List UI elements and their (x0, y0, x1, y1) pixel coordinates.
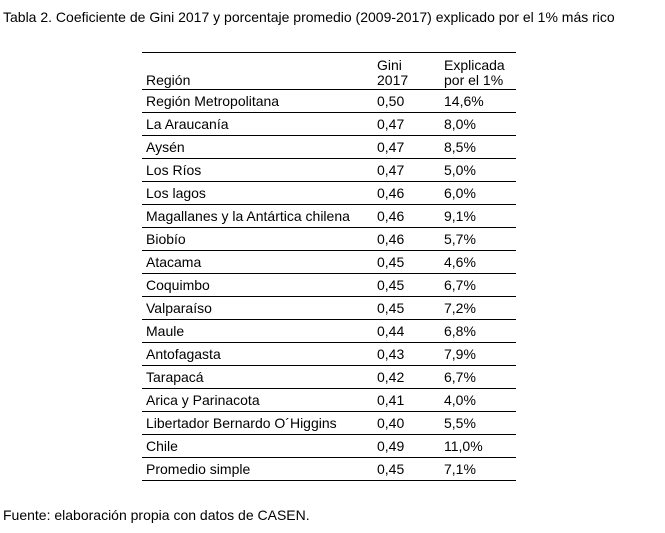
cell-gini: 0,46 (373, 204, 440, 228)
cell-region: Magallanes y la Antártica chilena (142, 204, 373, 228)
header-row: Región Gini 2017 Explicada por el 1% (142, 52, 516, 90)
cell-region: Libertador Bernardo O´Higgins (142, 411, 373, 435)
cell-region: La Araucanía (142, 112, 373, 136)
cell-region: Arica y Parinacota (142, 388, 373, 412)
cell-gini: 0,43 (373, 342, 440, 366)
table-row: Maule 0,44 6,8% (142, 319, 516, 343)
table-row: Promedio simple 0,45 7,1% (142, 457, 516, 481)
cell-gini: 0,45 (373, 273, 440, 297)
cell-gini: 0,44 (373, 319, 440, 343)
cell-explicada: 11,0% (440, 434, 516, 458)
source-note: Fuente: elaboración propia con datos de … (3, 507, 310, 523)
cell-explicada: 5,7% (440, 227, 516, 251)
cell-gini: 0,47 (373, 135, 440, 159)
table-row: Antofagasta 0,43 7,9% (142, 342, 516, 366)
table-row: Valparaíso 0,45 7,2% (142, 296, 516, 320)
cell-region: Región Metropolitana (142, 89, 373, 113)
table-caption: Tabla 2. Coeficiente de Gini 2017 y porc… (3, 9, 615, 25)
table-row: La Araucanía 0,47 8,0% (142, 112, 516, 136)
cell-region: Promedio simple (142, 457, 373, 481)
gini-table: Región Gini 2017 Explicada por el 1% Reg… (142, 52, 516, 481)
cell-gini: 0,45 (373, 457, 440, 481)
cell-gini: 0,45 (373, 250, 440, 274)
cell-explicada: 7,2% (440, 296, 516, 320)
table-body: Región Metropolitana 0,50 14,6% La Araucaní… (142, 89, 516, 481)
cell-explicada: 6,8% (440, 319, 516, 343)
table-row: Coquimbo 0,45 6,7% (142, 273, 516, 297)
cell-region: Tarapacá (142, 365, 373, 389)
cell-explicada: 4,0% (440, 388, 516, 412)
cell-region: Atacama (142, 250, 373, 274)
cell-explicada: 9,1% (440, 204, 516, 228)
table-row: Biobío 0,46 5,7% (142, 227, 516, 251)
cell-region: Antofagasta (142, 342, 373, 366)
cell-gini: 0,40 (373, 411, 440, 435)
header-explicada-line2: por el 1% (444, 72, 504, 88)
header-explicada-line1: Explicada (444, 57, 505, 73)
header-gini-line1: Gini (377, 57, 402, 73)
gini-table-container: Región Gini 2017 Explicada por el 1% Reg… (142, 52, 516, 481)
table-row: Tarapacá 0,42 6,7% (142, 365, 516, 389)
header-region: Región (142, 52, 373, 90)
cell-region: Coquimbo (142, 273, 373, 297)
table-header: Región Gini 2017 Explicada por el 1% (142, 52, 516, 90)
cell-explicada: 4,6% (440, 250, 516, 274)
table-row: Magallanes y la Antártica chilena 0,46 9,1… (142, 204, 516, 228)
cell-gini: 0,42 (373, 365, 440, 389)
cell-explicada: 6,0% (440, 181, 516, 205)
table-row: Aysén 0,47 8,5% (142, 135, 516, 159)
cell-gini: 0,46 (373, 227, 440, 251)
cell-explicada: 5,5% (440, 411, 516, 435)
table-row: Los lagos 0,46 6,0% (142, 181, 516, 205)
table-row: Libertador Bernardo O´Higgins 0,40 5,5% (142, 411, 516, 435)
cell-explicada: 5,0% (440, 158, 516, 182)
cell-region: Biobío (142, 227, 373, 251)
cell-explicada: 14,6% (440, 89, 516, 113)
table-row: Arica y Parinacota 0,41 4,0% (142, 388, 516, 412)
cell-explicada: 6,7% (440, 365, 516, 389)
cell-region: Aysén (142, 135, 373, 159)
cell-gini: 0,50 (373, 89, 440, 113)
cell-gini: 0,45 (373, 296, 440, 320)
table-row: Los Ríos 0,47 5,0% (142, 158, 516, 182)
header-explicada: Explicada por el 1% (440, 52, 516, 90)
table-row: Chile 0,49 11,0% (142, 434, 516, 458)
cell-gini: 0,47 (373, 158, 440, 182)
cell-gini: 0,46 (373, 181, 440, 205)
cell-gini: 0,41 (373, 388, 440, 412)
header-gini: Gini 2017 (373, 52, 440, 90)
cell-explicada: 6,7% (440, 273, 516, 297)
table-row: Región Metropolitana 0,50 14,6% (142, 89, 516, 113)
cell-gini: 0,47 (373, 112, 440, 136)
cell-region: Los lagos (142, 181, 373, 205)
cell-region: Los Ríos (142, 158, 373, 182)
cell-explicada: 8,5% (440, 135, 516, 159)
cell-region: Maule (142, 319, 373, 343)
cell-region: Chile (142, 434, 373, 458)
cell-explicada: 7,1% (440, 457, 516, 481)
cell-region: Valparaíso (142, 296, 373, 320)
header-gini-line2: 2017 (377, 72, 409, 88)
cell-gini: 0,49 (373, 434, 440, 458)
table-row: Atacama 0,45 4,6% (142, 250, 516, 274)
cell-explicada: 7,9% (440, 342, 516, 366)
cell-explicada: 8,0% (440, 112, 516, 136)
